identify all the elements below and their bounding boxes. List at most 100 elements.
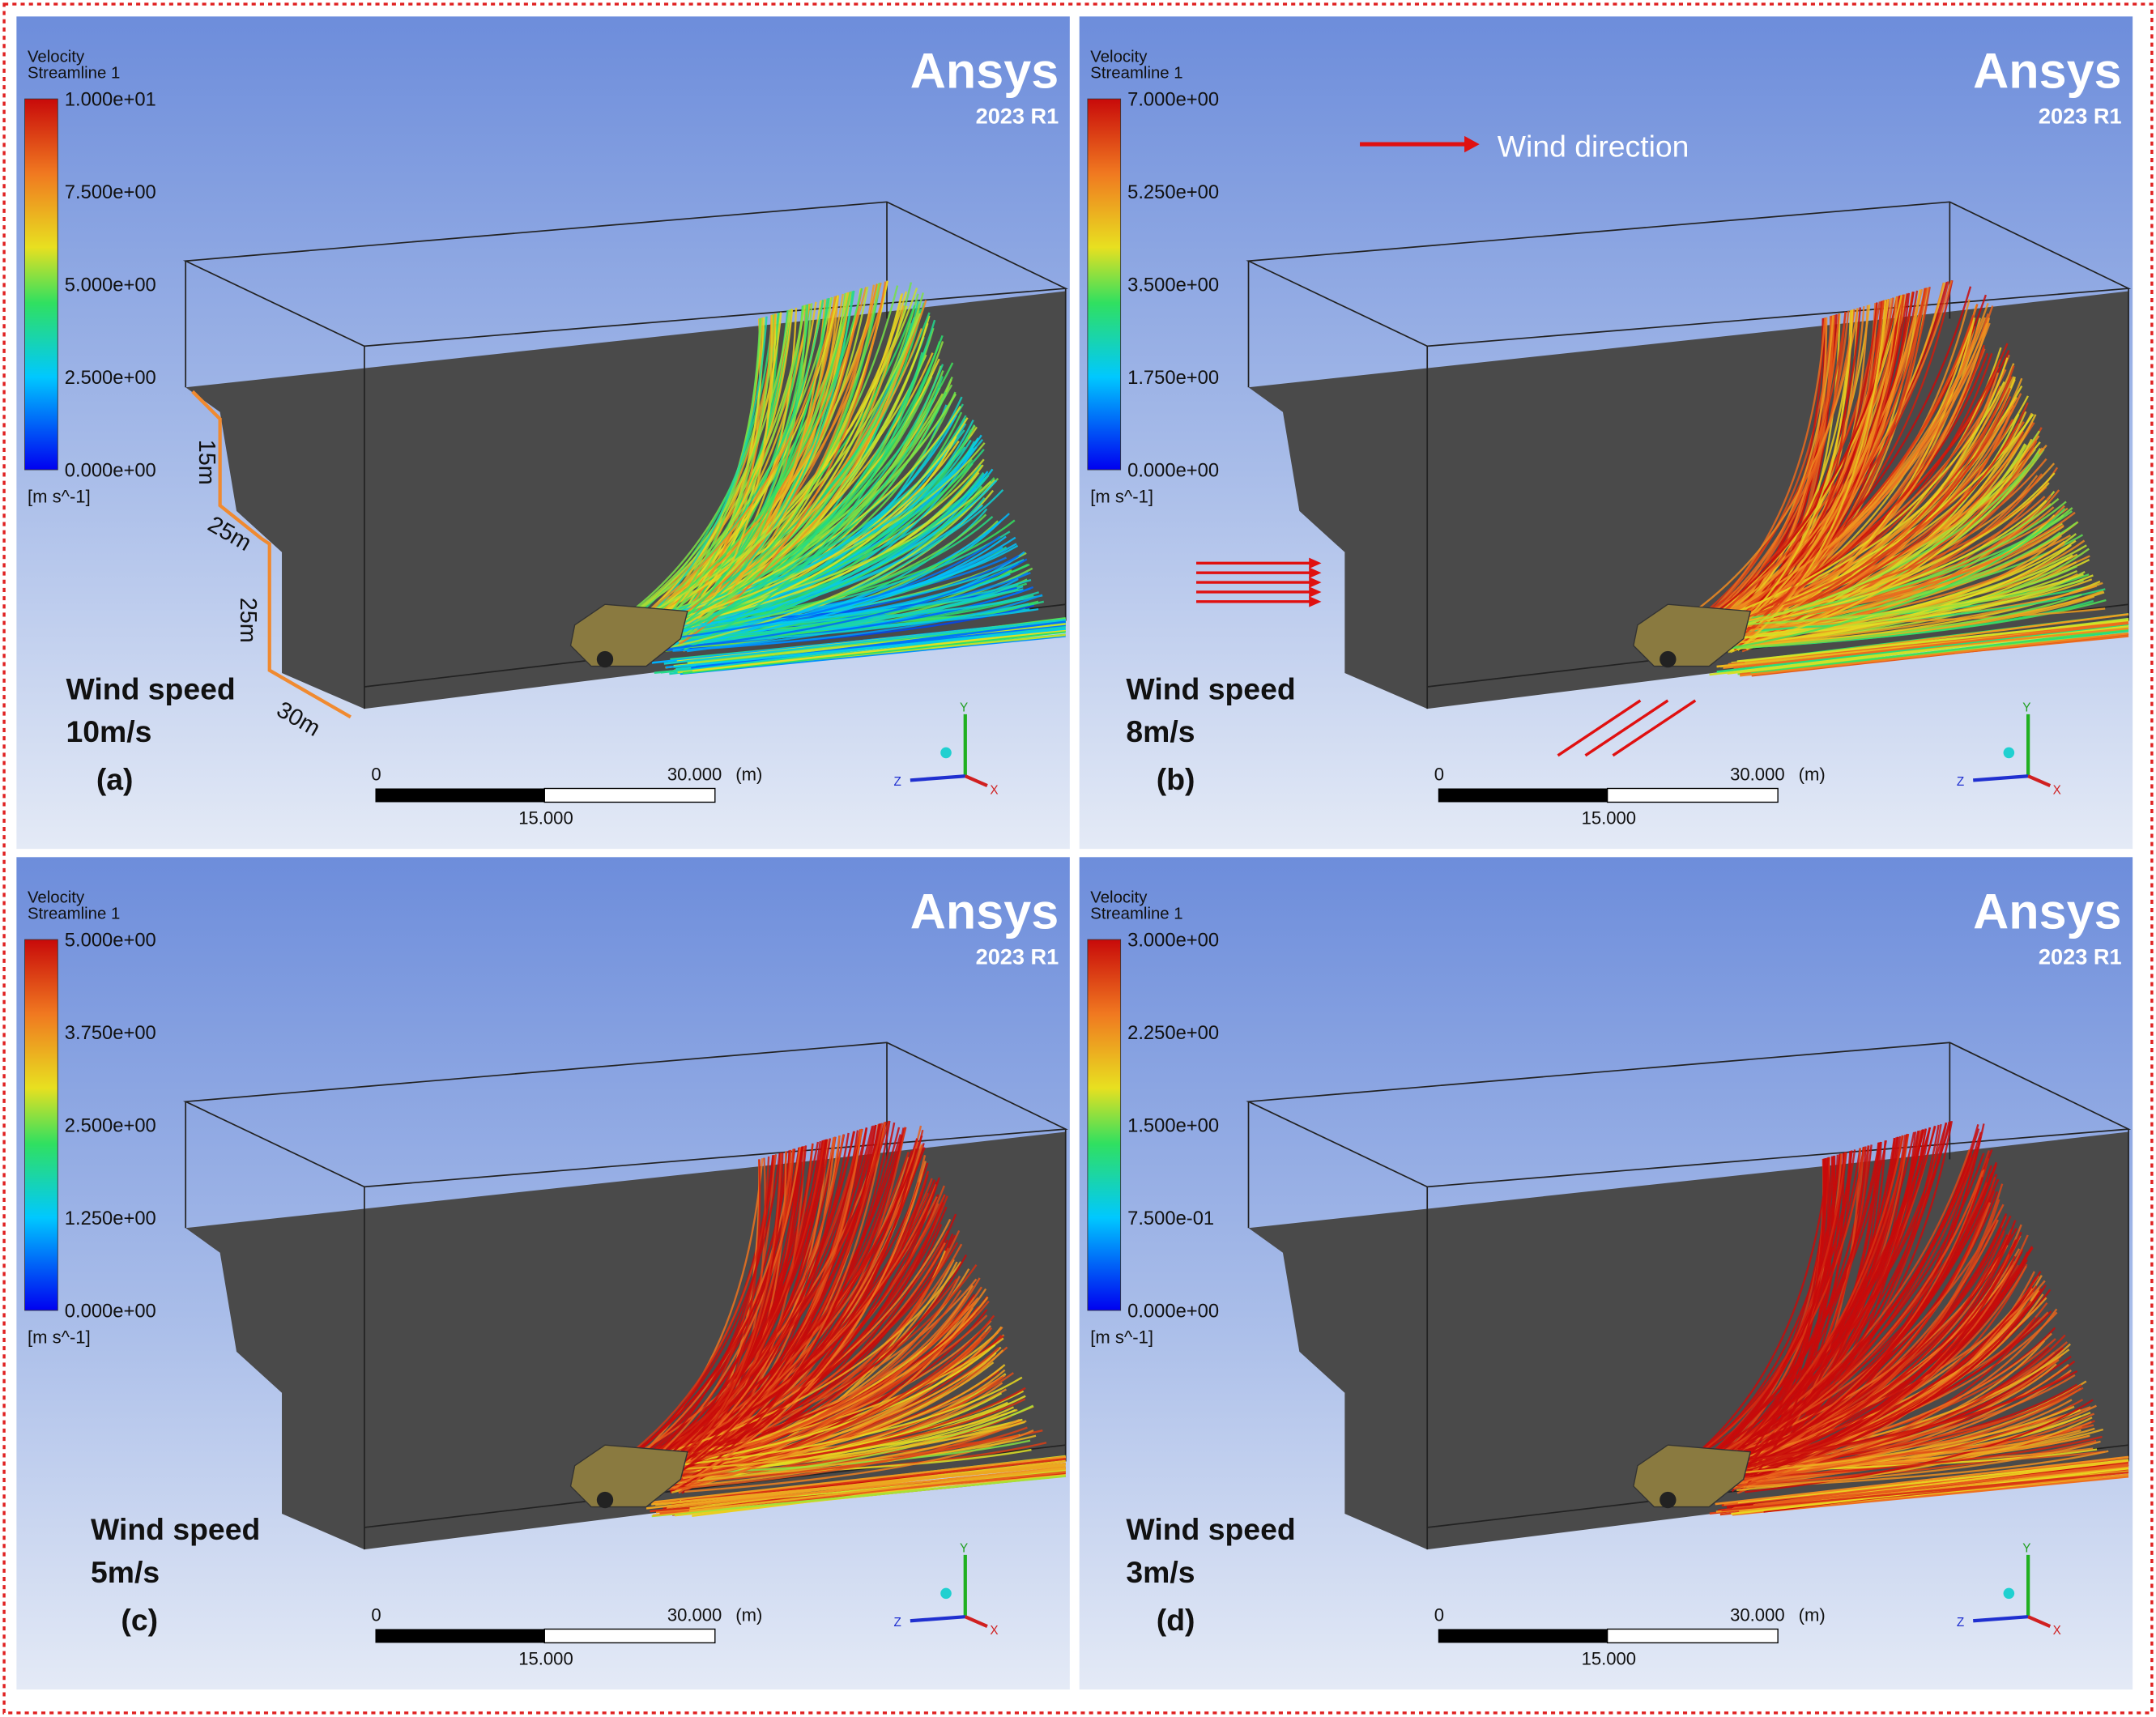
streamline [1680, 1150, 1853, 1478]
dimension-label: 15m [194, 440, 219, 485]
ground-streamline [688, 623, 1066, 664]
axis-label-x: X [2053, 783, 2061, 797]
brand-logo: Ansys [910, 44, 1059, 99]
axis-sphere [2003, 1587, 2015, 1600]
legend-tick-label: 1.000e+01 [65, 89, 156, 111]
ground-streamline [1721, 1471, 2129, 1512]
legend-tick-label: 3.500e+00 [1127, 275, 1219, 296]
legend-colorbar [1087, 98, 1122, 471]
streamline [676, 1129, 863, 1472]
scale-bar-black [375, 1629, 545, 1643]
brand-logo: Ansys [1973, 44, 2121, 99]
legend-tick-label: 0.000e+00 [65, 460, 156, 482]
legend-subtitle: Streamline 1 [1090, 905, 1182, 923]
legend-tick-label: 5.000e+00 [65, 275, 156, 296]
truck [569, 603, 688, 667]
streamline [665, 513, 987, 637]
axis-x [2027, 774, 2052, 788]
wind-speed-value: 3m/s [1126, 1555, 1195, 1589]
truck-wheel [1660, 650, 1677, 668]
streamline [1715, 344, 1985, 633]
streamline [662, 1177, 940, 1481]
axis-label-y: Y [2022, 1541, 2030, 1555]
axis-sphere [2003, 747, 2015, 759]
axis-sphere [940, 1587, 952, 1600]
flow-arrowhead [1309, 596, 1322, 607]
streamline [1709, 313, 1989, 643]
axis-z [1973, 1615, 2029, 1623]
streamline [1740, 414, 2037, 649]
legend-colorbar [1087, 939, 1122, 1311]
scale-bar-black [1438, 788, 1608, 803]
brand-version: 2023 R1 [2039, 944, 2122, 969]
streamline [1730, 309, 1854, 634]
truck [569, 1444, 688, 1508]
streamline [1675, 1121, 1952, 1475]
ground-streamline [1736, 619, 2129, 663]
streamline [1708, 579, 2084, 628]
streamline [1727, 1290, 2041, 1481]
streamline [1746, 1239, 2018, 1481]
streamline [1680, 1405, 2075, 1480]
scale-mid: 15.000 [518, 1649, 573, 1669]
brand-version: 2023 R1 [976, 944, 1059, 969]
legend-title: Velocity [28, 48, 85, 66]
streamline [649, 1123, 881, 1486]
streamline [1736, 300, 1887, 652]
streamline [1709, 288, 1928, 633]
legend-unit: [m s^-1] [1090, 1327, 1153, 1348]
flow-arrow [1612, 699, 1697, 757]
streamline [663, 479, 996, 650]
ground-streamline [1763, 1464, 2129, 1506]
streamline [647, 1421, 1022, 1493]
legend-title: Velocity [28, 888, 85, 906]
streamline [1706, 588, 2106, 634]
streamline [612, 309, 791, 627]
legend-subtitle: Streamline 1 [28, 905, 120, 923]
legend-subtitle: Streamline 1 [1090, 65, 1182, 83]
flow-arrowhead [1309, 557, 1322, 569]
flow-arrowhead [1309, 577, 1322, 588]
axis-label-z: Z [894, 775, 901, 789]
ground-streamline [689, 1459, 1066, 1510]
streamline [635, 479, 998, 641]
legend-unit: [m s^-1] [1090, 487, 1153, 507]
scale-unit: (m) [1799, 1604, 1826, 1625]
streamline [610, 1122, 886, 1468]
legend-unit: [m s^-1] [28, 1327, 91, 1348]
streamline [682, 1349, 1004, 1480]
streamline [1702, 1172, 1993, 1487]
streamline [1728, 299, 1888, 628]
scale-start: 0 [371, 1604, 381, 1625]
axis-label-x: X [990, 1624, 998, 1638]
streamline [1670, 308, 1859, 628]
panel-label: (a) [96, 762, 134, 796]
scale-end: 30.000 [667, 764, 722, 784]
axis-label-z: Z [1957, 1616, 1964, 1630]
brand-logo: Ansys [910, 884, 1059, 939]
streamline [639, 1140, 825, 1474]
axis-label-x: X [2053, 1624, 2061, 1638]
streamline [1746, 296, 1898, 637]
flow-arrowhead [1309, 567, 1322, 579]
legend-subtitle: Streamline 1 [28, 65, 120, 83]
scale-bar-black [375, 788, 545, 803]
axis-label-x: X [990, 783, 998, 797]
legend-tick-label: 7.000e+00 [1127, 89, 1219, 111]
streamline [662, 1152, 782, 1483]
axis-label-y: Y [960, 1541, 968, 1555]
streamline [681, 1305, 974, 1490]
ground-streamline [688, 1467, 1066, 1512]
streamline [1733, 1308, 2058, 1485]
streamline [648, 283, 878, 639]
ground-streamline [682, 630, 1066, 675]
scale-bar-white [1606, 787, 1779, 803]
streamline [653, 1145, 807, 1476]
streamline [684, 577, 1019, 652]
brand-version: 2023 R1 [2039, 104, 2122, 129]
panel-label: (d) [1157, 1603, 1195, 1637]
